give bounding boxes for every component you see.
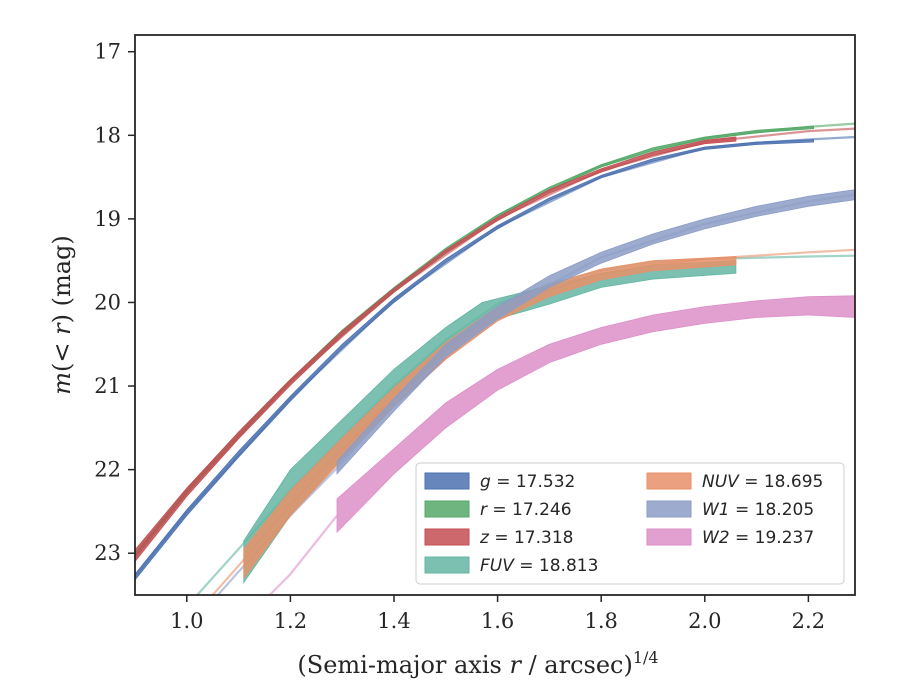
band-z [135,136,737,563]
legend-swatch-r [424,500,470,518]
y-tick-label: 17 [94,40,121,64]
y-tick-label: 21 [94,374,121,398]
legend-swatch-w2 [646,528,692,546]
data-bands [135,125,855,584]
legend-label-fuv: FUV = 18.813 [480,556,598,576]
y-tick-label: 23 [94,541,121,565]
y-tick-label: 22 [94,458,121,482]
y-axis: 17 18 19 20 21 22 23 [94,40,135,565]
y-tick-label: 19 [94,207,121,231]
legend: g = 17.532 r = 17.246 z = 17.318 FUV = 18.8… [415,462,845,585]
x-tick-label: 1.2 [274,609,307,633]
band-g [135,139,814,581]
legend-label-w1: W1 = 18.205 [702,500,814,520]
x-tick-label: 2.0 [688,609,721,633]
band-w2 [336,295,855,534]
legend-frame [415,462,845,585]
legend-label-z: z = 17.318 [479,528,573,548]
y-tick-label: 20 [94,290,121,314]
y-tick-label: 18 [94,123,121,147]
legend-label-g: g = 17.532 [480,472,575,492]
x-tick-label: 1.8 [584,609,617,633]
legend-swatch-z [424,528,470,546]
x-tick-label: 1.6 [481,609,514,633]
legend-label-nuv: NUV = 18.695 [702,472,823,492]
legend-label-r: r = 17.246 [480,500,572,520]
x-tick-label: 1.4 [377,609,410,633]
x-axis: 1.0 1.2 1.4 1.6 1.8 2.0 2.2 [170,595,825,633]
model-line-w2 [268,514,338,595]
legend-swatch-w1 [646,500,692,518]
plot-frame [134,34,856,596]
y-axis-title: m(< r) (mag) [48,235,76,395]
band-w1 [336,189,855,475]
legend-swatch-nuv [646,472,692,490]
x-axis-title: (Semi-major axis r / arcsec)1/4 [297,648,658,679]
x-tick-label: 2.2 [792,609,825,633]
legend-swatch-fuv [424,556,470,574]
legend-swatch-g [424,472,470,490]
x-tick-label: 1.0 [170,609,203,633]
legend-label-w2: W2 = 19.237 [702,528,814,548]
